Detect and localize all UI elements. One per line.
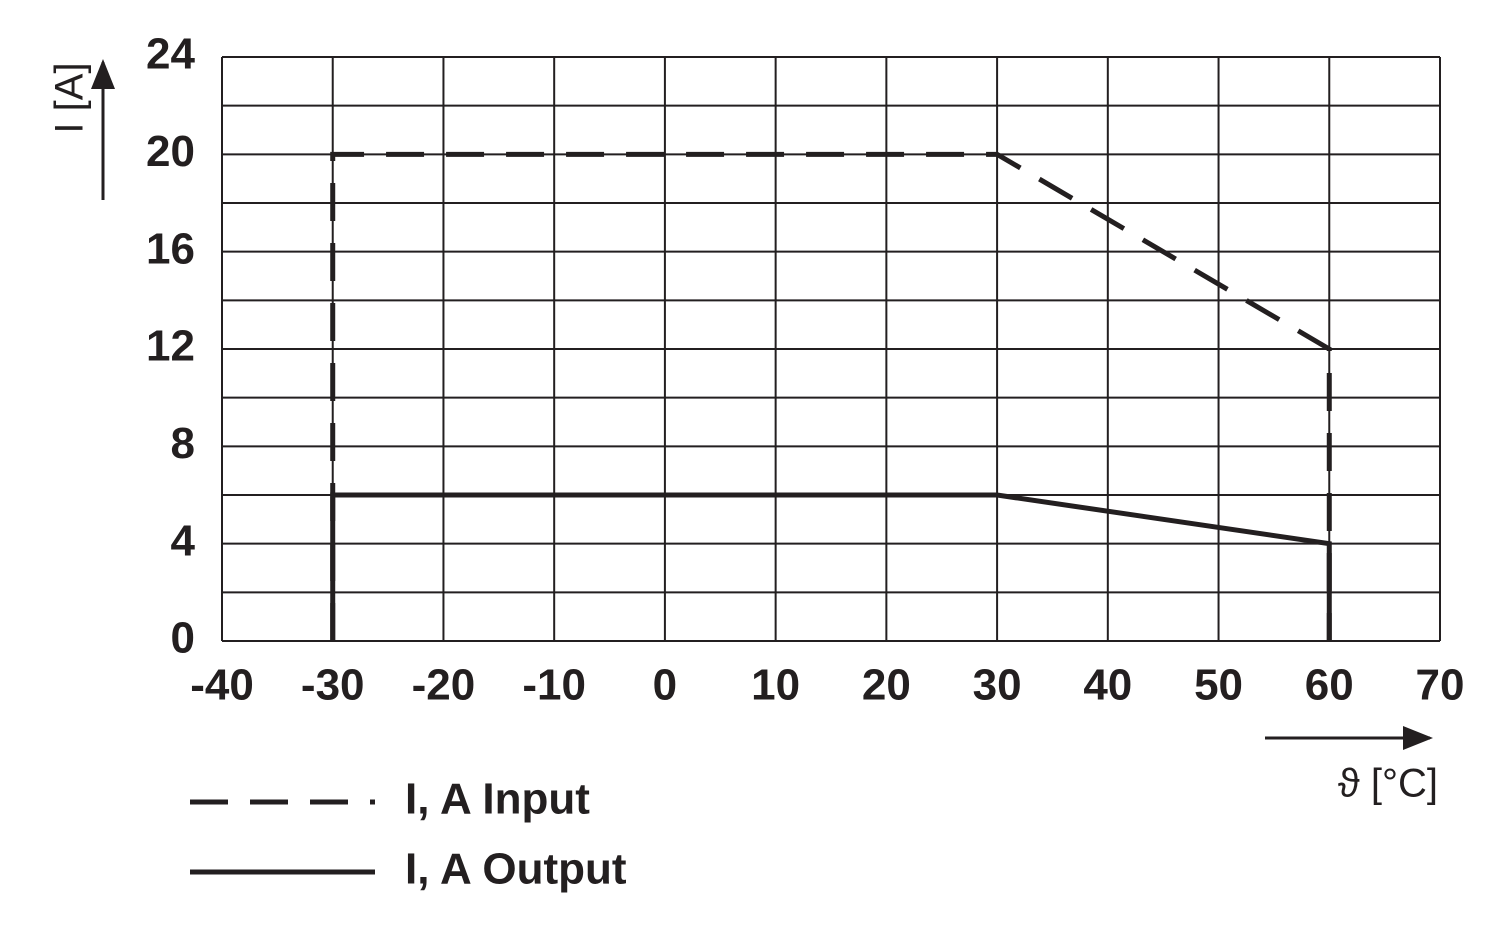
y-tick-label: 12 bbox=[146, 322, 195, 371]
x-tick-label: -30 bbox=[301, 661, 365, 710]
y-tick-label: 8 bbox=[171, 419, 195, 468]
x-tick-label: -20 bbox=[412, 661, 476, 710]
y-tick-label: 24 bbox=[146, 30, 195, 79]
x-tick-label: 20 bbox=[862, 661, 911, 710]
legend-label: I, A Input bbox=[405, 775, 590, 824]
legend-label: I, A Output bbox=[405, 845, 627, 894]
x-tick-label: 10 bbox=[751, 661, 800, 710]
x-tick-label: 50 bbox=[1194, 661, 1243, 710]
series-line bbox=[330, 492, 1332, 641]
x-tick-label: 30 bbox=[973, 661, 1022, 710]
x-tick-label: 40 bbox=[1083, 661, 1132, 710]
y-tick-label: 20 bbox=[146, 127, 195, 176]
x-tick-label: -40 bbox=[190, 661, 254, 710]
y-tick-label: 16 bbox=[146, 224, 195, 273]
x-tick-label: 0 bbox=[653, 661, 677, 710]
y-tick-label: 0 bbox=[171, 614, 195, 663]
x-tick-label: -10 bbox=[522, 661, 586, 710]
series-line bbox=[330, 151, 1332, 641]
x-axis-label: ϑ [°C] bbox=[1338, 762, 1438, 806]
x-tick-label: 60 bbox=[1305, 661, 1354, 710]
y-tick-label: 4 bbox=[171, 516, 196, 565]
y-axis-label: I [A] bbox=[48, 62, 92, 133]
x-tick-label: 70 bbox=[1416, 661, 1465, 710]
